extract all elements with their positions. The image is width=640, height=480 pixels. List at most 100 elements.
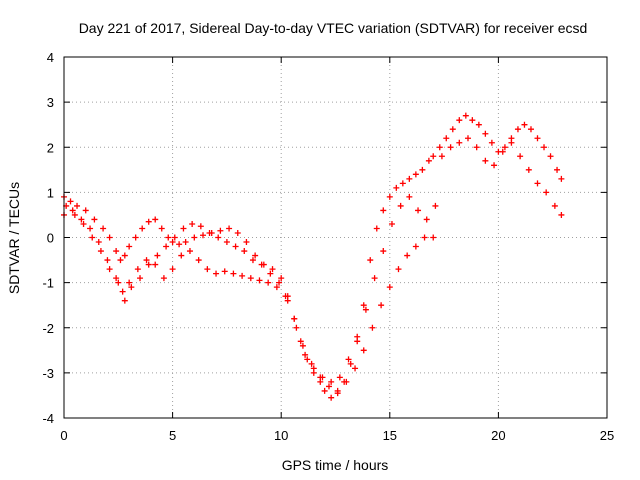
data-point <box>336 374 343 381</box>
data-point <box>521 121 528 128</box>
data-point <box>169 266 176 273</box>
data-point <box>284 297 291 304</box>
data-point <box>126 243 133 250</box>
data-point <box>419 166 426 173</box>
data-point <box>104 257 111 264</box>
y-tick-label: -3 <box>42 366 54 381</box>
data-point <box>154 252 161 259</box>
data-point <box>256 277 263 284</box>
data-point <box>347 360 354 367</box>
data-point <box>267 270 274 277</box>
data-point <box>117 257 124 264</box>
data-point <box>558 175 565 182</box>
x-tick-label: 0 <box>60 428 67 443</box>
data-point <box>362 306 369 313</box>
data-point <box>176 241 183 248</box>
data-point <box>180 225 187 232</box>
data-point <box>206 229 213 236</box>
data-point <box>534 135 541 142</box>
data-point <box>321 387 328 394</box>
data-point <box>89 234 96 241</box>
data-point <box>371 275 378 282</box>
data-point <box>293 324 300 331</box>
data-point <box>87 225 94 232</box>
data-point <box>328 378 335 385</box>
data-point <box>95 239 102 246</box>
data-point <box>247 275 254 282</box>
data-point <box>239 272 246 279</box>
data-point <box>291 315 298 322</box>
data-point <box>126 279 133 286</box>
data-point <box>265 279 272 286</box>
data-point <box>152 216 159 223</box>
data-point <box>113 248 120 255</box>
data-point <box>200 232 207 239</box>
data-point <box>525 166 532 173</box>
data-point <box>178 252 185 259</box>
data-point <box>319 374 326 381</box>
data-point <box>393 184 400 191</box>
grid <box>64 57 607 418</box>
data-point <box>325 383 332 390</box>
x-tick-label: 20 <box>491 428 505 443</box>
y-tick-label: 3 <box>47 95 54 110</box>
plot-frame <box>63 56 608 419</box>
data-point <box>278 275 285 282</box>
data-point <box>386 284 393 291</box>
data-point <box>488 139 495 146</box>
data-point <box>517 153 524 160</box>
data-point <box>71 211 78 218</box>
data-point <box>128 284 135 291</box>
x-tick-label: 5 <box>169 428 176 443</box>
data-point <box>163 243 170 250</box>
data-point <box>534 180 541 187</box>
data-point <box>430 153 437 160</box>
data-point <box>213 270 220 277</box>
y-tick-labels: -4 -3 -2 -1 0 1 2 3 4 <box>42 50 54 426</box>
x-tick-labels: 0 5 10 15 20 25 <box>60 428 614 443</box>
data-point <box>499 148 506 155</box>
data-point <box>282 293 289 300</box>
data-point <box>415 207 422 214</box>
data-point <box>541 144 548 151</box>
data-point <box>234 229 241 236</box>
data-point <box>269 266 276 273</box>
data-point <box>100 225 107 232</box>
data-point <box>82 207 89 214</box>
data-point <box>475 121 482 128</box>
data-point <box>145 261 152 268</box>
data-point <box>430 234 437 241</box>
data-point <box>165 234 172 241</box>
data-point <box>191 234 198 241</box>
axis-ticks <box>63 56 608 419</box>
data-point <box>113 275 120 282</box>
data-point <box>143 257 150 264</box>
data-point <box>551 202 558 209</box>
data-point <box>425 157 432 164</box>
data-point <box>215 234 222 241</box>
data-point <box>328 394 335 401</box>
data-point <box>69 207 76 214</box>
data-point <box>160 275 167 282</box>
data-point <box>360 347 367 354</box>
data-point <box>273 284 280 291</box>
data-point <box>412 243 419 250</box>
data-point <box>243 239 250 246</box>
data-point <box>78 216 85 223</box>
data-point <box>80 220 87 227</box>
data-point <box>352 365 359 372</box>
data-point <box>404 252 411 259</box>
data-point <box>449 126 456 133</box>
data-point <box>217 227 224 234</box>
data-point <box>501 144 508 151</box>
data-point <box>258 261 265 268</box>
data-point <box>182 239 189 246</box>
chart-title: Day 221 of 2017, Sidereal Day-to-day VTE… <box>79 20 588 36</box>
data-point <box>388 220 395 227</box>
data-point <box>380 207 387 214</box>
y-tick-label: -4 <box>42 411 54 426</box>
data-point <box>456 117 463 124</box>
data-point <box>386 193 393 200</box>
data-point <box>152 261 159 268</box>
